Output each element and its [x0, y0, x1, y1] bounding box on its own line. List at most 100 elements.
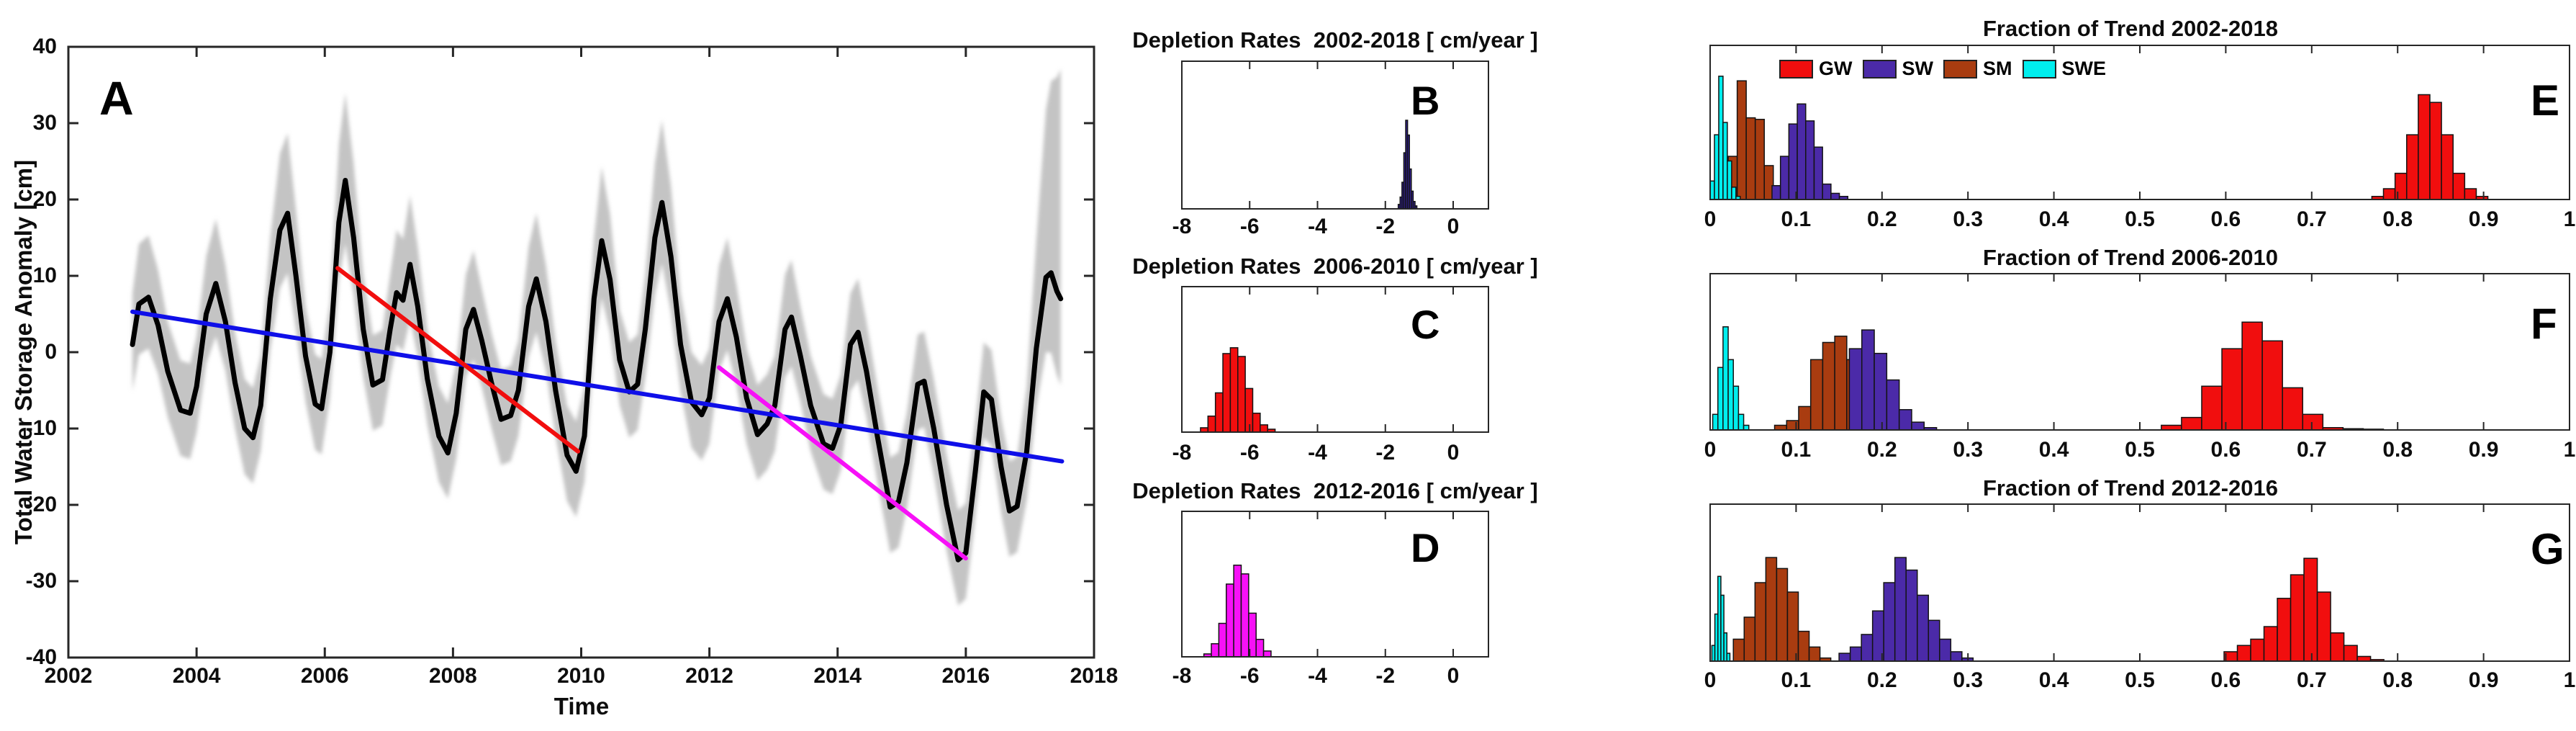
panel-a-xtick-2012: 2012: [685, 664, 733, 688]
hist-series-GW: [2371, 94, 2489, 200]
panel-a-ytick-40: 40: [32, 35, 57, 58]
panel-c-xtick--8: -8: [1172, 441, 1192, 465]
panel-e-title: Fraction of Trend 2002-2018: [1982, 16, 2279, 41]
panel-c-xtick--6: -6: [1239, 441, 1260, 465]
panel-c-xtick-0: 0: [1447, 441, 1460, 465]
panel-a-frame: [67, 45, 1095, 659]
swe-label: SWE: [2061, 58, 2107, 79]
hist-series-SW: [1848, 329, 1938, 431]
panel-g-xtick-0.9: 0.9: [2468, 668, 2499, 692]
panel-f-xtick-0.6: 0.6: [2210, 438, 2241, 462]
panel-d-xtick-0: 0: [1447, 664, 1460, 688]
panel-e: [1709, 76, 2489, 200]
panel-g: [1711, 557, 2385, 662]
trend-2002-2018: [130, 309, 1065, 464]
panel-d-xtick--4: -4: [1308, 664, 1327, 688]
tws-anomaly-curve: [130, 178, 1064, 562]
panel-a-ytick-30: 30: [32, 111, 57, 135]
panel-d-xtick--2: -2: [1375, 664, 1396, 688]
legend-item-swe: SWE: [2022, 58, 2107, 80]
panel-d-title: Depletion Rates 2012-2016 [ cm/year ]: [1132, 478, 1538, 503]
panel-e-xtick-0.1: 0.1: [1781, 207, 1812, 231]
hist-series-SW: [1838, 557, 1974, 662]
panel-letter-f: F: [2531, 300, 2557, 348]
panel-b-xtick--6: -6: [1239, 215, 1260, 238]
panel-letter-c: C: [1411, 302, 1440, 347]
sw-swatch: [1862, 59, 1897, 79]
panel-a-ytick--40: -40: [25, 645, 57, 669]
panel-c-title: Depletion Rates 2006-2010 [ cm/year ]: [1132, 254, 1538, 279]
panel-b-xtick--8: -8: [1172, 215, 1192, 238]
panel-g-xtick-0.4: 0.4: [2038, 668, 2069, 692]
hist-series-tws-trend-2002-2018: [1397, 120, 1418, 210]
hist-series-SM: [1732, 557, 1832, 662]
panel-letter-g: G: [2531, 525, 2564, 573]
panel-f-frame: [1709, 273, 2570, 431]
panel-e-xtick-0.4: 0.4: [2038, 207, 2069, 231]
panel-letter-d: D: [1411, 525, 1440, 570]
panel-c: [1200, 347, 1276, 433]
panel-g-title: Fraction of Trend 2012-2016: [1982, 475, 2279, 501]
panel-a-ytick-10: 10: [32, 264, 57, 287]
panel-e-xtick-0.9: 0.9: [2468, 207, 2499, 231]
panel-f-xtick-0.5: 0.5: [2125, 438, 2155, 462]
sm-swatch: [1943, 59, 1977, 79]
panel-g-xtick-0.6: 0.6: [2210, 668, 2241, 692]
panel-g-frame: [1709, 503, 2570, 662]
panel-letter-a: A: [99, 71, 134, 125]
panel-a-ytick--30: -30: [25, 569, 57, 593]
panel-d-frame: [1181, 511, 1489, 658]
panel-b: [1397, 120, 1418, 210]
hist-series-tws-trend-2006-2010: [1200, 347, 1276, 433]
panel-e-xtick-0.6: 0.6: [2210, 207, 2241, 231]
gw-label: GW: [1819, 58, 1853, 79]
panel-e-xtick-0.2: 0.2: [1866, 207, 1897, 231]
panel-g-xtick-0.5: 0.5: [2125, 668, 2155, 692]
panel-a-xtick-2006: 2006: [300, 664, 349, 688]
hist-series-tws-trend-2012-2016: [1203, 564, 1272, 658]
panel-a-xtick-2016: 2016: [941, 664, 990, 688]
panel-b-xtick-0: 0: [1447, 215, 1460, 238]
panel-a-ylabel: Total Water Storage Anomaly [cm]: [10, 159, 37, 545]
panel-f-xtick-0.8: 0.8: [2382, 438, 2413, 462]
panel-d: [1203, 564, 1272, 658]
panel-f-xtick-0.7: 0.7: [2296, 438, 2327, 462]
swe-swatch: [2022, 59, 2056, 79]
panel-g-xtick-0.2: 0.2: [1866, 668, 1897, 692]
panel-b-xtick--2: -2: [1375, 215, 1396, 238]
panel-g-xtick-0: 0: [1704, 668, 1717, 692]
hist-series-GW: [2223, 557, 2385, 662]
trend-2012-2016: [716, 365, 968, 561]
hist-series-SW: [1771, 103, 1849, 200]
panel-a: [130, 68, 1065, 606]
panel-g-xtick-0.3: 0.3: [1953, 668, 1984, 692]
hist-series-SWE: [1712, 326, 1750, 431]
panel-a-xtick-2010: 2010: [557, 664, 605, 688]
panel-c-xtick--2: -2: [1375, 441, 1396, 465]
hist-series-SWE: [1709, 76, 1741, 200]
panel-letter-b: B: [1411, 78, 1440, 123]
panel-a-ytick-0: 0: [45, 340, 57, 364]
panel-f-xtick-0.2: 0.2: [1866, 438, 1897, 462]
panel-f-xtick-0.9: 0.9: [2468, 438, 2499, 462]
panel-g-xtick-1: 1: [2563, 668, 2576, 692]
panel-a-xtick-2018: 2018: [1070, 664, 1118, 688]
hist-series-GW: [2161, 321, 2385, 431]
panel-f: [1712, 321, 2385, 431]
legend-item-sm: SM: [1943, 58, 2012, 80]
panel-e-xtick-0.8: 0.8: [2382, 207, 2413, 231]
panel-f-xtick-0: 0: [1704, 438, 1717, 462]
panel-a-xtick-2014: 2014: [813, 664, 862, 688]
panel-e-frame: [1709, 45, 2570, 200]
panel-letter-e: E: [2531, 76, 2560, 125]
panel-g-xtick-0.7: 0.7: [2296, 668, 2327, 692]
tws-uncertainty-band: [132, 68, 1061, 606]
hist-series-SWE: [1711, 575, 1731, 662]
panel-f-title: Fraction of Trend 2006-2010: [1982, 245, 2279, 270]
panel-d-xtick--8: -8: [1172, 664, 1192, 688]
panel-f-xtick-0.1: 0.1: [1781, 438, 1812, 462]
legend-item-gw: GW: [1779, 58, 1853, 80]
sm-label: SM: [1983, 58, 2012, 79]
